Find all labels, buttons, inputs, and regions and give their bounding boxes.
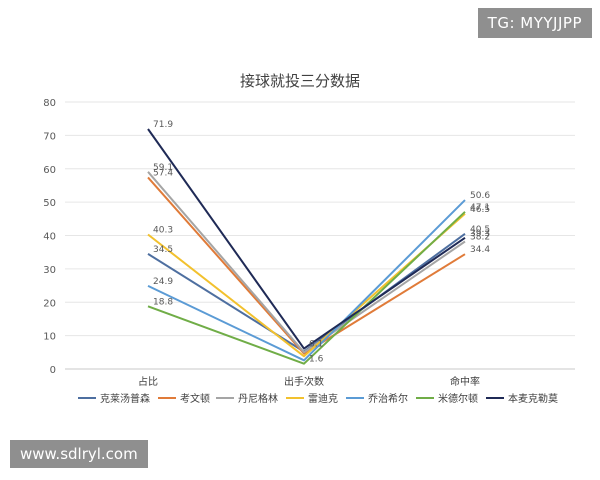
data-label: 71.9 (153, 120, 173, 130)
legend-label: 雷迪克 (308, 393, 338, 405)
data-label: 47.1 (470, 203, 490, 213)
y-tick-label: 80 (43, 98, 56, 109)
x-axis-ticks: 占比 出手次数 命中率 (138, 375, 480, 388)
x-tick-label: 命中率 (450, 375, 480, 388)
gridlines (65, 101, 575, 370)
chart-title: 接球就投三分数据 (240, 72, 360, 90)
series-line (147, 171, 466, 354)
series-line (147, 176, 466, 355)
data-label: 1.6 (309, 355, 324, 365)
legend-label: 考文顿 (180, 392, 210, 405)
legend-label: 乔治希尔 (368, 392, 408, 405)
data-label: 34.4 (470, 245, 490, 255)
series-line (147, 232, 466, 353)
legend: 克莱汤普森 考文顿 丹尼格林 雷迪克 乔治希尔 米德尔顿 本麦克勒莫 (78, 392, 558, 405)
legend-label: 本麦克勒莫 (508, 392, 558, 405)
x-tick-label: 出手次数 (284, 375, 324, 388)
data-labels: 34.5 40.5 57.4 34.4 59.1 38.2 40.3 46.5 24.9 50.6… (153, 120, 490, 365)
y-tick-label: 60 (43, 165, 56, 176)
data-label: 18.8 (153, 297, 173, 307)
series-line (147, 128, 466, 350)
data-label: 6.1 (309, 340, 323, 350)
data-label: 40.3 (153, 225, 173, 235)
series-line (147, 199, 466, 362)
data-label: 59.1 (153, 163, 173, 173)
data-label: 34.5 (153, 245, 173, 255)
data-label: 24.9 (153, 277, 173, 287)
watermark-top-right: TG: MYYJJPP (477, 8, 592, 38)
y-axis-ticks: 0 10 20 30 40 50 60 70 80 (43, 98, 56, 376)
y-tick-label: 0 (50, 365, 56, 376)
data-label: 40.5 (470, 225, 490, 235)
series-lines (147, 128, 466, 365)
y-tick-label: 70 (43, 131, 56, 142)
watermark-bottom-left: www.sdlryl.com (10, 440, 148, 468)
series-line (147, 211, 466, 365)
data-label: 46.5 (470, 205, 490, 215)
y-tick-label: 40 (43, 232, 56, 243)
data-label: 50.6 (470, 191, 490, 201)
data-label: 57.4 (153, 168, 173, 178)
data-label: 39.3 (470, 229, 490, 239)
y-tick-label: 30 (43, 265, 56, 276)
y-tick-label: 20 (43, 298, 56, 309)
x-tick-label: 占比 (138, 375, 158, 388)
data-label: 38.2 (470, 233, 490, 243)
legend-label: 克莱汤普森 (100, 392, 150, 405)
legend-label: 丹尼格林 (238, 392, 278, 405)
legend-label: 米德尔顿 (438, 392, 478, 405)
y-tick-label: 50 (43, 198, 56, 209)
y-tick-label: 10 (43, 332, 56, 343)
